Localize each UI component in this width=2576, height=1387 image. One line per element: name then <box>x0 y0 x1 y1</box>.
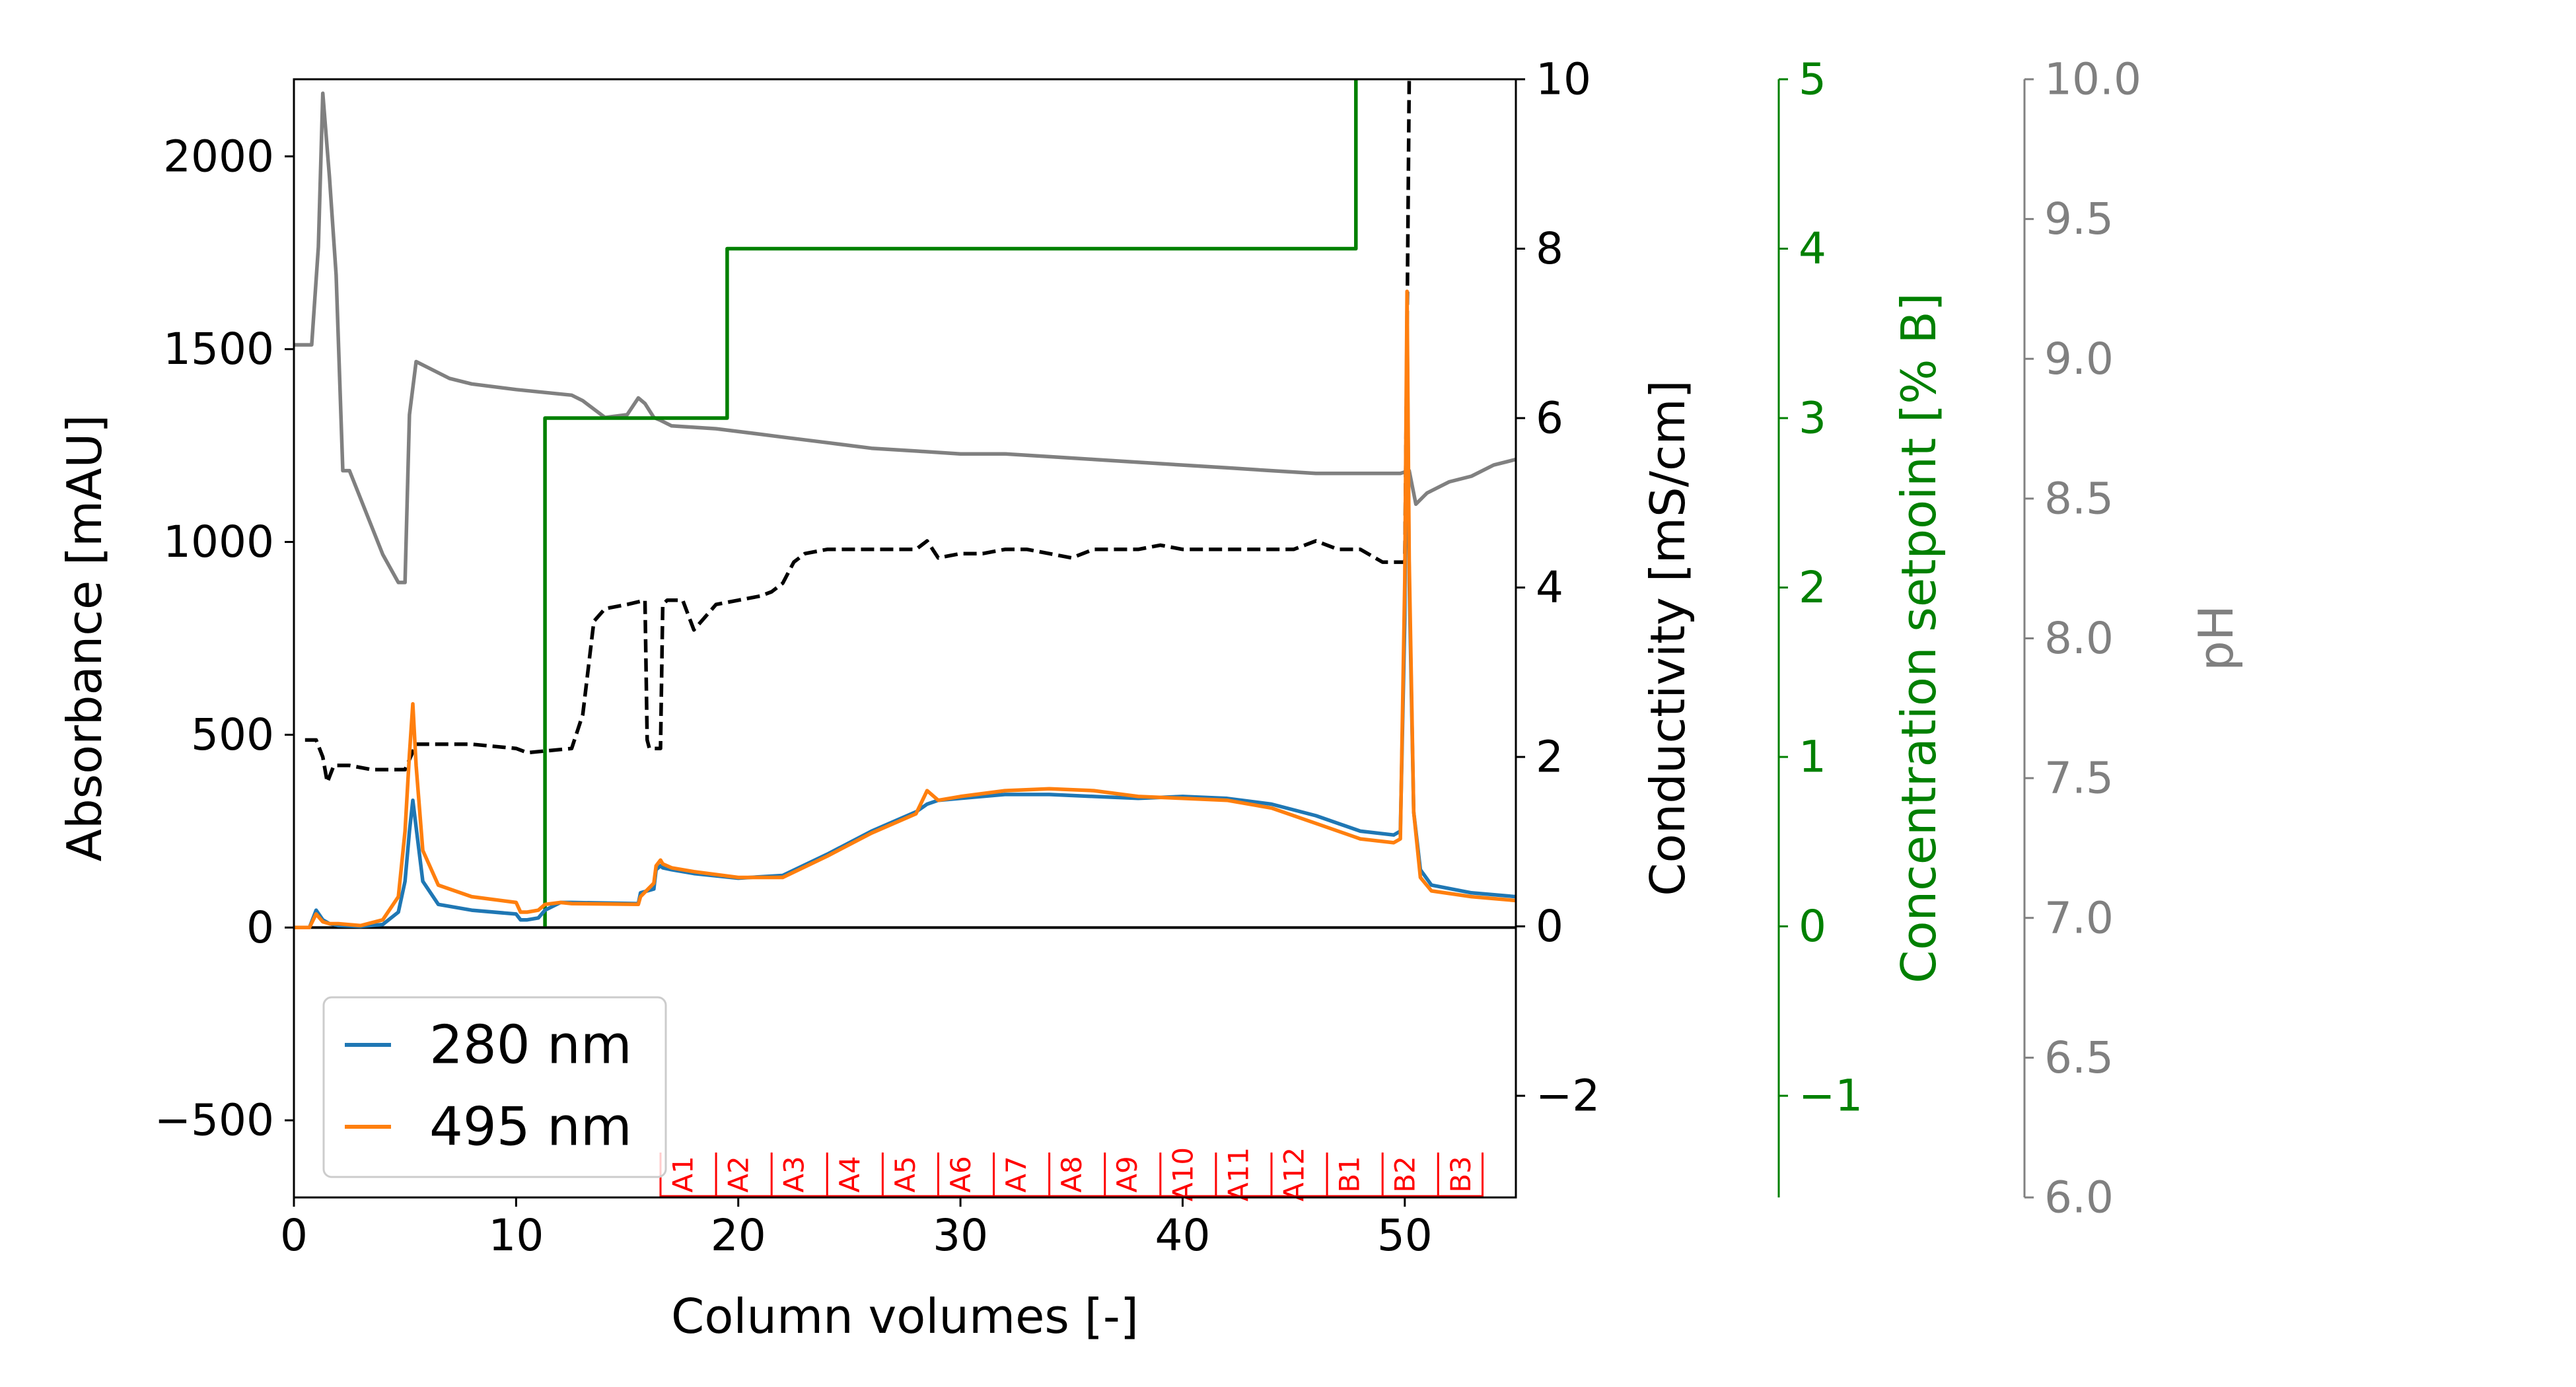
fraction-label: B1 <box>1334 1156 1366 1193</box>
fraction-label: B2 <box>1389 1156 1421 1193</box>
y-tick-label-concentration: 4 <box>1799 223 1826 274</box>
y-tick-label-ph: 9.0 <box>2044 334 2114 384</box>
y-tick-label-ph: 9.5 <box>2044 194 2114 244</box>
y-tick-label-ph: 7.5 <box>2044 753 2114 804</box>
y-axis-title-absorbance: Absorbance [mAU] <box>57 415 112 862</box>
y-tick-label-ph: 8.5 <box>2044 473 2114 524</box>
y-tick-label-concentration: 2 <box>1799 562 1826 613</box>
y-tick-label-ph: 7.0 <box>2044 892 2114 943</box>
x-tick-label: 0 <box>280 1210 308 1261</box>
x-tick-label: 30 <box>933 1210 988 1261</box>
y-tick-label-concentration: 1 <box>1799 732 1826 783</box>
y-tick-label-concentration: −1 <box>1799 1071 1863 1121</box>
y-tick-label-ph: 6.0 <box>2044 1172 2114 1223</box>
plot-lines <box>294 79 1516 930</box>
legend-box <box>322 996 667 1178</box>
x-tick-label: 10 <box>488 1210 544 1261</box>
series-line-concentration-setpoint <box>543 79 1358 927</box>
y-tick-label-conductivity: 0 <box>1536 901 1563 952</box>
y-tick-label-absorbance: 1500 <box>163 324 274 374</box>
fraction-label: A7 <box>1000 1156 1032 1192</box>
legend-label: 280 nm <box>429 1014 632 1076</box>
fraction-label: A8 <box>1055 1156 1088 1192</box>
x-tick-label: 50 <box>1377 1210 1433 1261</box>
fraction-label: A2 <box>723 1156 755 1192</box>
y-tick-label-conductivity: 10 <box>1536 54 1591 105</box>
y-tick-label-ph: 6.5 <box>2044 1032 2114 1083</box>
fraction-label: A10 <box>1166 1147 1199 1201</box>
y-tick-label-absorbance: −500 <box>155 1095 274 1146</box>
series-line-ph <box>294 91 1516 585</box>
fraction-label: A5 <box>889 1156 921 1192</box>
y-tick-label-absorbance: 1000 <box>163 516 274 567</box>
y-tick-label-conductivity: 8 <box>1536 223 1563 274</box>
y-tick-label-concentration: 3 <box>1799 393 1826 444</box>
y-tick-label-conductivity: 6 <box>1536 393 1563 444</box>
y-tick-label-ph: 10.0 <box>2044 54 2141 105</box>
fraction-label: A11 <box>1222 1147 1254 1201</box>
fraction-markers: A1 A2 A3 A4 A5 A6 A7 A8 A9 A10 A11 A12 B1 B2 B3 <box>659 1147 1484 1201</box>
y-tick-label-absorbance: 0 <box>246 902 274 953</box>
fraction-label: A9 <box>1111 1156 1143 1192</box>
y-axis-title-conductivity: Conductivity [mS/cm] <box>1640 380 1696 896</box>
y-axis-title-ph: pH <box>2188 605 2244 671</box>
plot-frame <box>293 78 1517 1199</box>
y-tick-label-conductivity: 4 <box>1536 562 1563 613</box>
y-tick-label-concentration: 0 <box>1799 901 1826 952</box>
legend: 280 nm 495 nm <box>322 996 667 1178</box>
series-line-conductivity <box>304 79 1412 785</box>
fraction-label: A4 <box>834 1156 866 1192</box>
y-tick-label-concentration: 5 <box>1799 54 1826 105</box>
y-tick-label-absorbance: 500 <box>191 709 274 760</box>
fraction-label: B3 <box>1445 1156 1477 1193</box>
fraction-label: A3 <box>778 1156 810 1192</box>
series-line-495-nm <box>294 289 1516 930</box>
x-axis-title: Column volumes [-] <box>671 1289 1139 1344</box>
fraction-label: A6 <box>945 1156 977 1192</box>
y-tick-label-ph: 8.0 <box>2044 613 2114 664</box>
x-tick-label: 40 <box>1155 1210 1210 1261</box>
legend-label: 495 nm <box>429 1096 632 1158</box>
y-tick-label-absorbance: 2000 <box>163 131 274 182</box>
y-axis-title-concentration: Concentration setpoint [% B] <box>1891 293 1947 983</box>
fraction-label: A12 <box>1278 1147 1310 1201</box>
series-line-280-nm <box>294 308 1516 930</box>
y-tick-label-conductivity: 2 <box>1536 732 1563 783</box>
x-tick-label: 20 <box>711 1210 766 1261</box>
y-tick-label-conductivity: −2 <box>1536 1071 1600 1121</box>
fraction-label: A1 <box>667 1156 699 1192</box>
